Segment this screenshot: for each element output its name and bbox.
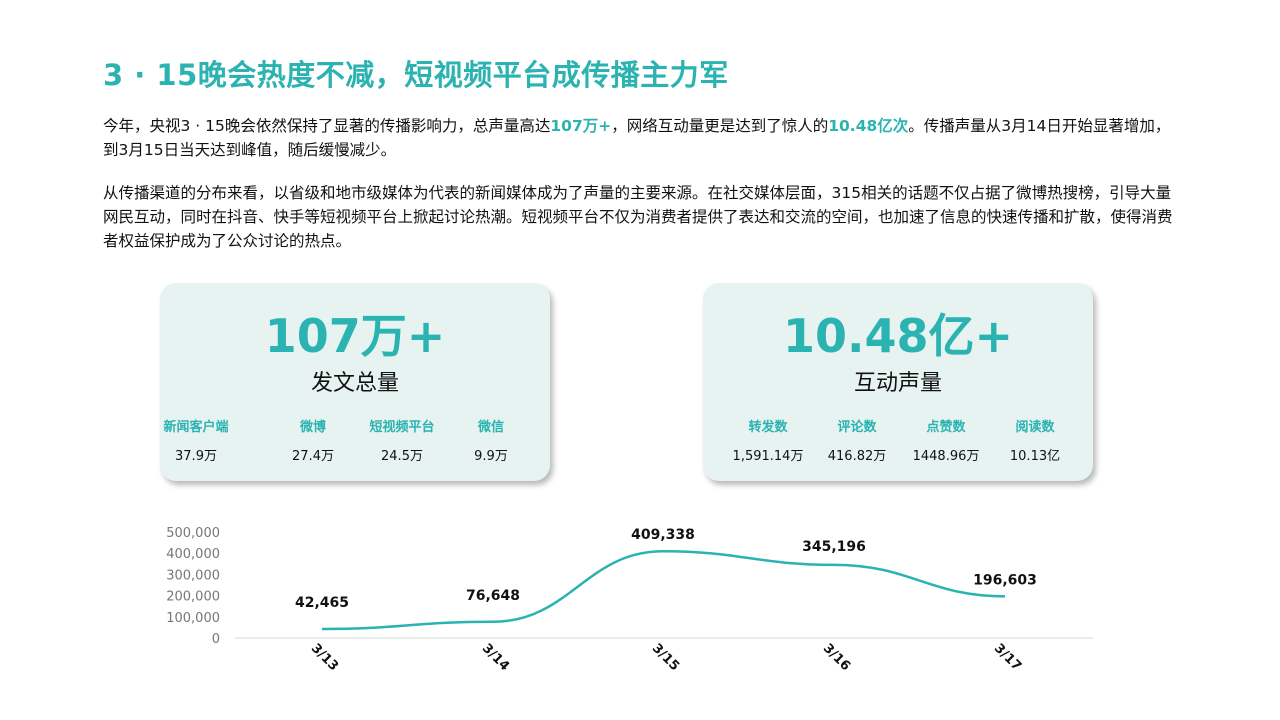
y-tick-label: 100,000 xyxy=(166,611,220,626)
interaction-label: 互动声量 xyxy=(853,371,942,396)
intro-text-1: 今年，央视3 · 15晚会依然保持了显著的传播影响力，总声量高达 xyxy=(103,117,551,135)
stat-likes: 点赞数 1448.96万 xyxy=(901,416,991,464)
highlight-total-volume: 107万+ xyxy=(550,117,612,135)
stat-value: 416.82万 xyxy=(827,449,887,464)
channel-paragraph: 从传播渠道的分布来看，以省级和地市级媒体为代表的新闻媒体成为了声量的主要来源。在… xyxy=(103,184,1173,250)
data-label: 76,648 xyxy=(466,588,520,604)
post-volume-value: 107万+ xyxy=(264,309,446,363)
stat-news-app: 新闻客户端 37.9万 xyxy=(151,416,241,464)
y-tick-label: 500,000 xyxy=(166,526,220,541)
y-tick-label: 300,000 xyxy=(166,568,220,583)
volume-trend-chart: 0 100,000 200,000 300,000 400,000 500,000 42,4… xyxy=(166,526,1093,674)
stat-label: 短视频平台 xyxy=(369,420,435,435)
stat-label: 微博 xyxy=(299,420,326,435)
stat-comments: 评论数 416.82万 xyxy=(812,416,902,464)
stat-value: 1,591.14万 xyxy=(732,449,804,464)
stat-value: 24.5万 xyxy=(381,449,423,464)
stat-weibo: 微博 27.4万 xyxy=(268,416,358,464)
stat-label: 转发数 xyxy=(748,420,788,435)
stat-value: 1448.96万 xyxy=(912,449,980,464)
x-tick-label: 3/13 xyxy=(308,641,341,674)
data-label: 196,603 xyxy=(973,572,1037,588)
stat-label: 阅读数 xyxy=(1015,420,1055,435)
stat-short-video: 短视频平台 24.5万 xyxy=(357,416,447,464)
intro-text-2: ，网络互动量更是达到了惊人的 xyxy=(611,117,829,135)
data-label: 42,465 xyxy=(295,595,349,611)
interaction-value: 10.48亿+ xyxy=(782,309,1014,363)
stat-value: 37.9万 xyxy=(175,449,217,464)
data-label: 345,196 xyxy=(802,539,866,555)
data-label: 409,338 xyxy=(631,527,695,543)
interaction-card: 10.48亿+ 互动声量 转发数 1,591.14万 评论数 416.82万 点… xyxy=(703,283,1093,481)
y-tick-label: 200,000 xyxy=(166,590,220,605)
stat-label: 评论数 xyxy=(837,420,877,435)
intro-paragraph: 今年，央视3 · 15晚会依然保持了显著的传播影响力，总声量高达107万+，网络… xyxy=(103,114,1183,162)
stat-value: 9.9万 xyxy=(474,449,508,464)
stat-value: 27.4万 xyxy=(292,449,334,464)
post-volume-card: 107万+ 发文总量 新闻客户端 37.9万 微博 27.4万 短视频平台 24… xyxy=(160,283,550,481)
series-line xyxy=(321,549,1006,631)
x-tick-label: 3/14 xyxy=(479,641,512,674)
page-title: 3 · 15晚会热度不减，短视频平台成传播主力军 xyxy=(103,58,729,92)
y-tick-label: 400,000 xyxy=(166,547,220,562)
intro-text-3: 。传播声量从3月14日开始显著增加，到3月15日当天达到峰值，随后缓慢减少。 xyxy=(103,117,1171,159)
highlight-interactions: 10.48亿次 xyxy=(828,117,909,135)
x-tick-label: 3/15 xyxy=(649,641,682,674)
stat-reposts: 转发数 1,591.14万 xyxy=(723,416,813,464)
stat-label: 微信 xyxy=(477,420,504,435)
y-tick-label: 0 xyxy=(212,632,220,647)
stat-label: 新闻客户端 xyxy=(163,420,229,435)
x-tick-label: 3/17 xyxy=(991,641,1024,674)
stat-value: 10.13亿 xyxy=(1009,449,1061,464)
stat-reads: 阅读数 10.13亿 xyxy=(990,416,1080,464)
post-volume-label: 发文总量 xyxy=(310,371,399,396)
stat-wechat: 微信 9.9万 xyxy=(446,416,536,464)
x-tick-label: 3/16 xyxy=(820,641,853,674)
stat-label: 点赞数 xyxy=(926,420,966,435)
